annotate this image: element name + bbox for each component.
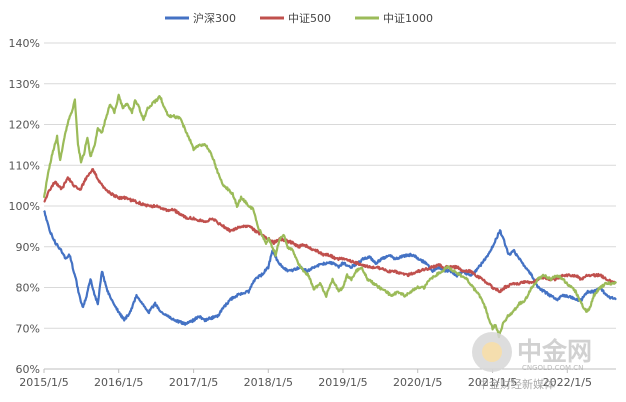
chart-legend: 沪深300 中证500 中证1000 [165,11,433,25]
x-tick-label: 2020/1/5 [393,376,442,389]
y-tick-label: 120% [9,119,40,132]
watermark-brand: 中金网 [517,337,592,366]
y-tick-label: 60% [16,363,40,376]
x-tick-label: 2015/1/5 [19,376,68,389]
series-line [42,93,617,339]
y-tick-label: 130% [9,78,40,91]
legend-label: 中证500 [288,12,331,25]
watermark-logo-inner-icon [482,342,502,362]
x-tick-label: 2017/1/5 [169,376,218,389]
x-tick-label: 2018/1/5 [244,376,293,389]
watermark-domain: CNGOLD.COM.CN [522,364,583,372]
y-tick-label: 100% [9,200,40,213]
x-tick-label: 2019/1/5 [318,376,367,389]
series-layer [42,93,617,339]
y-tick-label: 110% [9,159,40,172]
y-tick-label: 80% [16,282,40,295]
legend-label: 中证1000 [383,12,433,25]
chart-grid [44,42,616,370]
y-tick-label: 70% [16,322,40,335]
x-tick-label: 2021/1/5 [468,376,517,389]
y-tick-label: 90% [16,241,40,254]
x-axis-ticks: 2015/1/5 2016/1/5 2017/1/5 2018/1/5 2019/1/5… [19,369,592,389]
x-tick-label: 2016/1/5 [94,376,143,389]
series-line [43,210,617,326]
watermark-tagline: 中金财经新媒体 [478,377,555,391]
legend-label: 沪深300 [193,11,236,25]
series-line [43,168,617,294]
x-tick-label: 2022/1/5 [543,376,592,389]
y-axis-ticks: 60% 70% 80% 90% 100% 110% 120% 130% 140% [9,37,40,376]
y-tick-label: 140% [9,37,40,50]
watermark: 中金网 CNGOLD.COM.CN 中金财经新媒体 [472,332,592,391]
